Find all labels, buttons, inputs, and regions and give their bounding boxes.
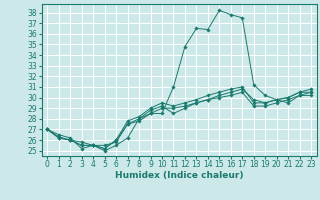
X-axis label: Humidex (Indice chaleur): Humidex (Indice chaleur) (115, 171, 244, 180)
